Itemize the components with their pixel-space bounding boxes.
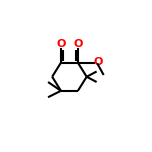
Text: O: O <box>56 39 66 49</box>
Text: O: O <box>93 57 102 67</box>
Text: O: O <box>73 39 83 49</box>
